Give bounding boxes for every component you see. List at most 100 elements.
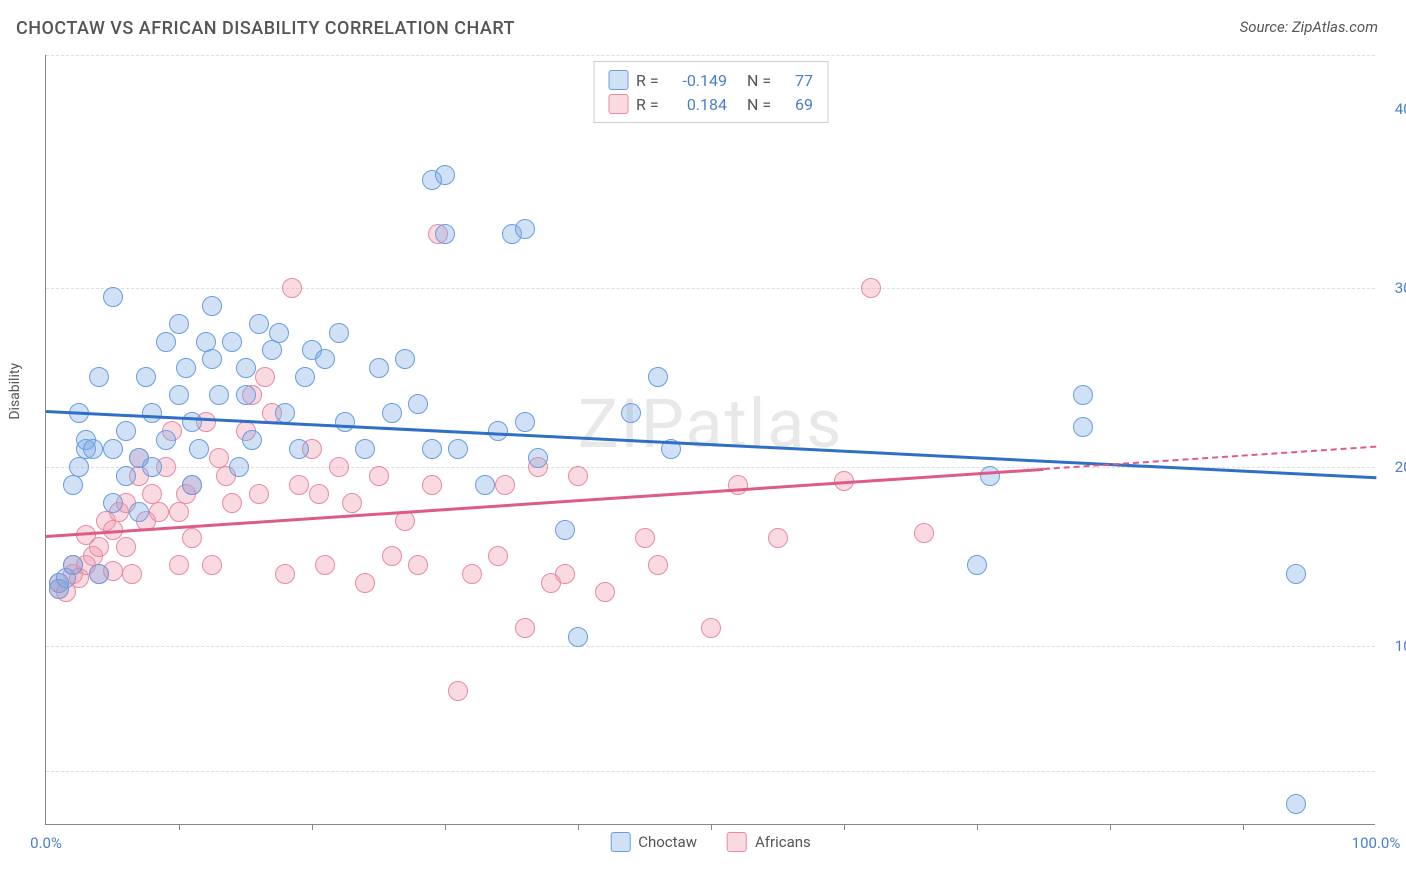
choctaw-point [980, 466, 1000, 486]
choctaw-point [236, 358, 256, 378]
legend-n-value: 69 [783, 95, 813, 114]
africans-point [462, 564, 482, 584]
x-tick [179, 824, 180, 830]
choctaw-point [515, 412, 535, 432]
choctaw-point [63, 475, 83, 495]
gridline [46, 288, 1375, 289]
africans-point [861, 278, 881, 298]
choctaw-point [528, 448, 548, 468]
choctaw-point [329, 323, 349, 343]
series-label: Africans [755, 833, 811, 851]
series-legend-choctaw: Choctaw [610, 832, 697, 852]
choctaw-point [395, 349, 415, 369]
africans-point [169, 502, 189, 522]
x-tick-label: 0.0% [30, 834, 62, 852]
choctaw-point [209, 385, 229, 405]
africans-point [275, 564, 295, 584]
choctaw-point [249, 314, 269, 334]
africans-point [222, 493, 242, 513]
choctaw-point [156, 332, 176, 352]
africans-point [355, 573, 375, 593]
chart-container: Disability ZIPatlas R =-0.149N =77R =0.1… [45, 55, 1375, 825]
choctaw-point [182, 475, 202, 495]
choctaw-point [435, 165, 455, 185]
africans-point [255, 367, 275, 387]
y-tick-label: 30.0% [1380, 279, 1406, 297]
choctaw-point [156, 430, 176, 450]
africans-point [408, 555, 428, 575]
choctaw-point [355, 439, 375, 459]
africans-point [555, 564, 575, 584]
choctaw-point [142, 403, 162, 423]
africans-point [169, 555, 189, 575]
africans-point [422, 475, 442, 495]
legend-n-label: N = [747, 95, 775, 114]
gridline [46, 646, 1375, 647]
africans-point [635, 528, 655, 548]
legend-n-value: 77 [783, 71, 813, 90]
choctaw-point [568, 627, 588, 647]
africans-point [382, 546, 402, 566]
choctaw-point [1286, 564, 1306, 584]
choctaw-point [89, 564, 109, 584]
choctaw-point [335, 412, 355, 432]
africans-point [122, 564, 142, 584]
x-tick [578, 824, 579, 830]
gridline [46, 55, 1375, 56]
choctaw-point [967, 555, 987, 575]
x-tick [977, 824, 978, 830]
choctaw-point [475, 475, 495, 495]
legend-swatch [610, 832, 630, 852]
series-legend-africans: Africans [727, 832, 811, 852]
africans-point [116, 537, 136, 557]
series-label: Choctaw [638, 833, 697, 851]
legend-row-africans: R = 0.184 N = 69 [608, 92, 813, 116]
legend-n-label: N = [747, 71, 775, 90]
africans-point [648, 555, 668, 575]
x-tick-label: 100.0% [1352, 834, 1401, 852]
y-tick-label: 40.0% [1380, 100, 1406, 118]
africans-point [182, 528, 202, 548]
y-tick-label: 10.0% [1380, 637, 1406, 655]
x-tick [1110, 824, 1111, 830]
y-tick-label: 20.0% [1380, 458, 1406, 476]
choctaw-point [103, 439, 123, 459]
africans-point [89, 537, 109, 557]
choctaw-point [315, 349, 335, 369]
choctaw-point [103, 287, 123, 307]
correlation-legend: R =-0.149N =77R =0.184N =69 [593, 61, 828, 123]
choctaw-point [269, 323, 289, 343]
plot-area: ZIPatlas R =-0.149N =77R =0.184N =69 Cho… [45, 55, 1375, 825]
legend-r-label: R = [636, 71, 664, 90]
legend-r-label: R = [636, 95, 664, 114]
legend-swatch [608, 70, 628, 90]
choctaw-point [83, 439, 103, 459]
africans-point [701, 618, 721, 638]
choctaw-point [262, 340, 282, 360]
legend-r-value: 0.184 [672, 95, 727, 114]
choctaw-point [515, 219, 535, 239]
x-tick [312, 824, 313, 830]
africans-point [515, 618, 535, 638]
choctaw-point [202, 296, 222, 316]
africans-point [342, 493, 362, 513]
choctaw-point [648, 367, 668, 387]
choctaw-point [448, 439, 468, 459]
x-tick [1243, 824, 1244, 830]
gridline [46, 771, 1375, 772]
choctaw-point [242, 430, 262, 450]
choctaw-point [1286, 794, 1306, 814]
choctaw-point [69, 457, 89, 477]
africans-point [568, 466, 588, 486]
choctaw-point [369, 358, 389, 378]
africans-point [315, 555, 335, 575]
africans-point [289, 475, 309, 495]
y-axis-label: Disability [7, 363, 23, 420]
x-tick [844, 824, 845, 830]
africans-point [149, 502, 169, 522]
africans-point [329, 457, 349, 477]
choctaw-point [136, 367, 156, 387]
africans-point [495, 475, 515, 495]
choctaw-point [176, 358, 196, 378]
choctaw-point [289, 439, 309, 459]
